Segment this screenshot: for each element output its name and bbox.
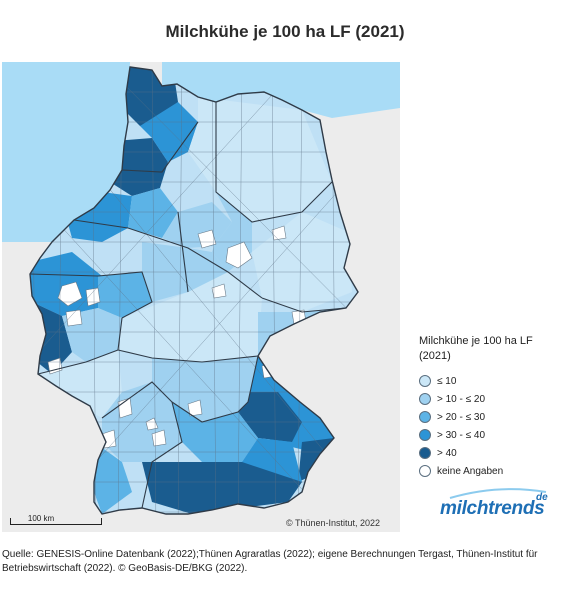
legend-swatch	[419, 429, 431, 441]
map-title: Milchkühe je 100 ha LF (2021)	[165, 22, 405, 41]
legend-label: keine Angaben	[437, 465, 504, 477]
scale-label: 100 km	[27, 514, 55, 523]
legend-label: > 40	[437, 447, 457, 459]
brand-logo: milchtrends	[440, 498, 545, 519]
brand-logo-suffix: de	[536, 492, 548, 503]
map	[2, 62, 400, 532]
legend-label: > 20 - ≤ 30	[437, 411, 486, 423]
state-borders	[30, 102, 347, 509]
legend-item: > 10 - ≤ 20	[419, 390, 559, 408]
legend-swatch	[419, 447, 431, 459]
legend-item: ≤ 10	[419, 372, 559, 390]
legend-list: ≤ 10 > 10 - ≤ 20 > 20 - ≤ 30 > 30 - ≤ 40…	[419, 372, 559, 480]
map-legend: Milchkühe je 100 ha LF (2021) ≤ 10 > 10 …	[419, 334, 559, 480]
legend-item: > 20 - ≤ 30	[419, 408, 559, 426]
legend-swatch	[419, 393, 431, 405]
source-note: Quelle: GENESIS-Online Datenbank (2022);…	[2, 549, 538, 574]
germany-map-svg	[2, 62, 400, 515]
scale-bar	[10, 518, 102, 525]
legend-label: > 30 - ≤ 40	[437, 429, 486, 441]
legend-item: keine Angaben	[419, 462, 559, 480]
legend-item: > 30 - ≤ 40	[419, 426, 559, 444]
legend-swatch	[419, 411, 431, 423]
brand-swoosh-icon	[449, 488, 547, 499]
copyright-notice: © Thünen-Institut, 2022	[286, 518, 381, 528]
legend-label: > 10 - ≤ 20	[437, 393, 486, 405]
baltic-sea	[162, 62, 400, 118]
legend-swatch	[419, 375, 431, 387]
legend-item: > 40	[419, 444, 559, 462]
legend-swatch	[419, 465, 431, 477]
legend-title: Milchkühe je 100 ha LF (2021)	[419, 335, 533, 362]
district-borders	[30, 67, 358, 514]
legend-label: ≤ 10	[437, 375, 457, 387]
north-sea	[2, 62, 130, 242]
